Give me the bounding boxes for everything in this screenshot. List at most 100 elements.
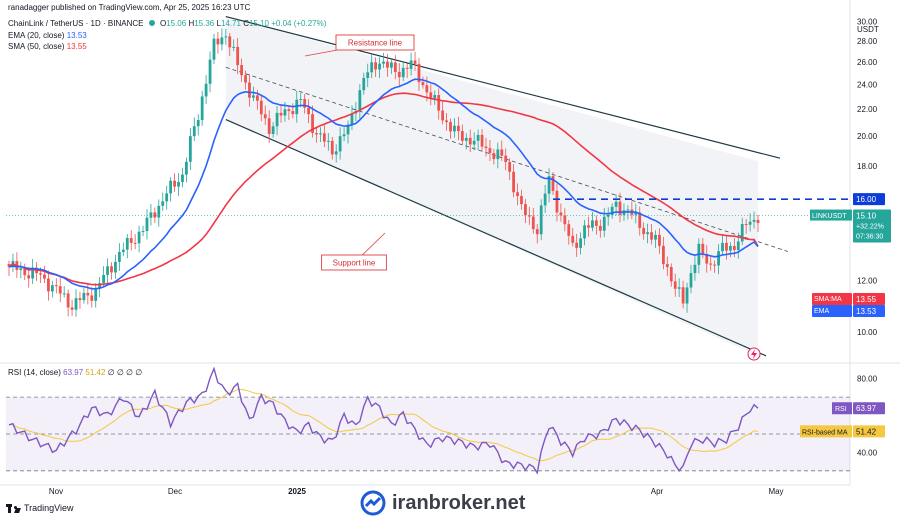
- candle-body: [58, 286, 62, 294]
- candle-body: [740, 224, 744, 242]
- candle-body: [78, 298, 82, 301]
- tradingview-brand[interactable]: TradingView: [6, 503, 74, 513]
- candle-body: [129, 238, 133, 243]
- candle-body: [358, 90, 362, 111]
- time-tick-label: Dec: [168, 487, 182, 496]
- candle-body: [43, 274, 46, 279]
- candle-body: [729, 245, 732, 251]
- ohlc-h-label: H: [188, 19, 195, 28]
- candle-body: [756, 219, 760, 224]
- candle-body: [54, 285, 58, 287]
- ema-legend-value: 13.53: [66, 31, 87, 40]
- support-callout-box: [321, 254, 387, 271]
- sma-axis-tag: [853, 293, 885, 305]
- ohlc-l-label: L: [216, 19, 221, 28]
- candle-body: [342, 134, 346, 137]
- candle-body: [200, 96, 204, 121]
- ohlc-c-label: C: [243, 19, 249, 28]
- candle-body: [208, 59, 212, 84]
- candle-body: [216, 38, 220, 45]
- candle-body: [137, 231, 141, 244]
- candle-body: [39, 273, 42, 275]
- resistance-callout-box: [335, 34, 415, 51]
- candle-body: [575, 242, 579, 248]
- time-tick-label: Nov: [49, 487, 63, 496]
- publish-line: ranadagger published on TradingView.com,…: [8, 3, 251, 12]
- candle-body: [405, 67, 409, 69]
- rsi-label-text: RSI: [835, 406, 847, 413]
- candle-body: [417, 63, 421, 83]
- candle-body: [389, 62, 393, 68]
- candle-body: [275, 112, 279, 127]
- ema-legend[interactable]: EMA (20, close) 13.53: [8, 30, 87, 41]
- candle-body: [547, 176, 551, 194]
- sma-legend[interactable]: SMA (50, close) 13.55: [8, 41, 87, 52]
- candle-body: [602, 216, 606, 231]
- rsi-ma-label-text: RSI-based MA: [802, 429, 848, 436]
- candle-body: [626, 209, 630, 211]
- candle-body: [330, 140, 334, 155]
- candle-body: [512, 171, 515, 193]
- candle-body: [240, 65, 243, 76]
- candle-body: [366, 72, 370, 78]
- candle-body: [441, 110, 445, 121]
- candle-body: [23, 268, 27, 276]
- candle-body: [346, 124, 350, 135]
- candle-body: [421, 82, 425, 86]
- rsi-legend-ma: 51.42: [85, 368, 106, 377]
- countdown-axis-text: 07:36:30: [856, 234, 883, 241]
- candle-body: [413, 60, 417, 64]
- candle-body: [173, 180, 176, 187]
- candle-body: [614, 201, 618, 207]
- candle-body: [618, 201, 622, 215]
- candle-body: [709, 263, 713, 265]
- candle-body: [212, 38, 216, 60]
- candle-body: [583, 225, 586, 239]
- candle-body: [524, 204, 527, 216]
- candle-body: [267, 118, 271, 134]
- candle-body: [646, 232, 650, 235]
- candle-body: [468, 137, 472, 145]
- candle-body: [169, 180, 173, 194]
- candle-body: [86, 292, 90, 296]
- candle-body: [752, 219, 756, 222]
- candle-body: [401, 67, 405, 78]
- candle-body: [543, 193, 547, 206]
- candle-body: [19, 268, 23, 270]
- candle-body: [255, 95, 259, 101]
- rsi-tick-label: 40.00: [857, 448, 878, 457]
- price-tick-label: 18.00: [857, 162, 878, 171]
- candle-body: [149, 212, 153, 218]
- support-line: [225, 118, 767, 357]
- candle-body: [504, 155, 508, 163]
- price-tick-label: 28.00: [857, 37, 878, 46]
- price-tick-label: 12.00: [857, 277, 878, 286]
- symbol-legend: ChainLink / TetherUS · 1D · BINANCE O15.…: [8, 18, 326, 29]
- candle-body: [27, 275, 31, 279]
- candle-body: [535, 229, 539, 235]
- candle-body: [594, 220, 598, 226]
- candle-body: [370, 62, 374, 73]
- candle-body: [165, 193, 169, 202]
- candle-body: [555, 190, 559, 213]
- time-tick-label: May: [768, 487, 783, 496]
- watermark: iranbroker.net: [360, 490, 525, 516]
- candle-body: [232, 46, 236, 48]
- price-tick-label: 24.00: [857, 80, 878, 89]
- candle-body: [74, 298, 78, 310]
- candle-body: [315, 133, 318, 135]
- candle-body: [409, 60, 413, 69]
- candle-body: [102, 274, 106, 283]
- price-tick-label: 30.00: [857, 17, 878, 26]
- sma-line: [8, 92, 759, 286]
- resistance-line: [225, 16, 781, 159]
- candle-body: [429, 92, 433, 99]
- watermark-logo-icon: [360, 490, 386, 516]
- candle-body: [287, 109, 291, 112]
- candle-body: [295, 99, 299, 115]
- rsi-legend[interactable]: RSI (14, close) 63.97 51.42 ∅ ∅ ∅ ∅: [8, 367, 142, 378]
- candle-body: [449, 122, 452, 132]
- candle-body: [117, 251, 121, 262]
- sma-label-tag-text: SMA:MA: [814, 296, 842, 303]
